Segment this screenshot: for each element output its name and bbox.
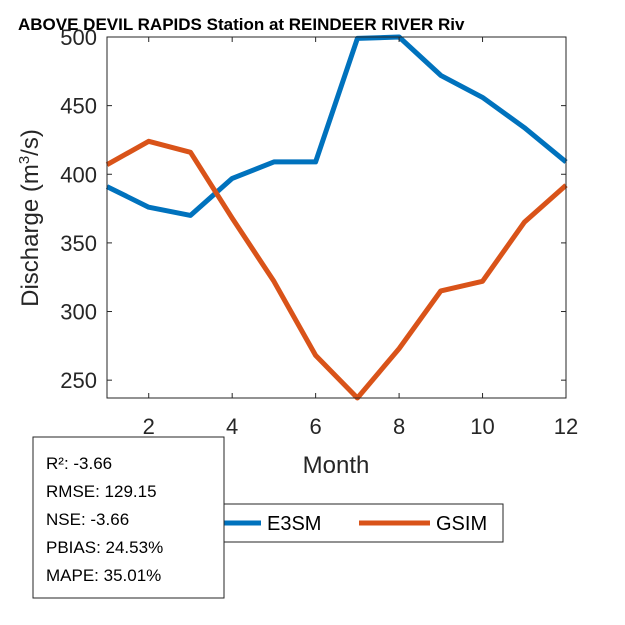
series-layer <box>105 34 568 401</box>
stat-mape: MAPE: 35.01% <box>46 566 161 585</box>
y-tick-label: 450 <box>60 94 97 119</box>
x-tick-label: 6 <box>310 414 322 439</box>
chart-title: ABOVE DEVIL RAPIDS Station at REINDEER R… <box>18 15 465 34</box>
tick-layer: 2 4 6 8 10 12 250 300 350 400 450 500 <box>60 25 578 439</box>
plot-background <box>107 37 566 398</box>
y-tick-label: 300 <box>60 300 97 325</box>
x-tick-label: 10 <box>470 414 494 439</box>
series-line-e3sm <box>105 34 568 218</box>
x-tick-label: 12 <box>554 414 578 439</box>
y-tick-label: 250 <box>60 368 97 393</box>
stat-nse: NSE: -3.66 <box>46 510 129 529</box>
legend-label-gsim: GSIM <box>436 513 487 535</box>
stats-box: R²: -3.66 RMSE: 129.15 NSE: -3.66 PBIAS:… <box>32 436 225 599</box>
series-line-gsim <box>105 138 568 401</box>
stats-box-frame <box>32 436 225 599</box>
y-axis-label-superscript: 3 <box>16 156 33 164</box>
legend-box <box>212 503 504 543</box>
axes-box <box>106 36 567 399</box>
y-tick-label: 400 <box>60 162 97 187</box>
y-axis-label: Discharge (m3/s) <box>16 129 44 307</box>
y-tick-label: 500 <box>60 25 97 50</box>
y-tick-label: 350 <box>60 231 97 256</box>
stat-rmse: RMSE: 129.15 <box>46 482 157 501</box>
x-tick-label: 8 <box>393 414 405 439</box>
plot-area: 2 4 6 8 10 12 250 300 350 400 450 500 <box>60 25 578 439</box>
y-axis-label-main: Discharge (m <box>17 164 44 307</box>
legend-label-e3sm: E3SM <box>267 513 321 535</box>
stat-r2: R²: -3.66 <box>46 454 112 473</box>
x-axis-label: Month <box>303 452 370 479</box>
y-axis-label-tail: /s) <box>17 129 44 156</box>
x-tick-label: 2 <box>143 414 155 439</box>
stat-pbias: PBIAS: 24.53% <box>46 538 163 557</box>
x-tick-label: 4 <box>226 414 238 439</box>
legend: E3SM GSIM <box>212 503 504 543</box>
